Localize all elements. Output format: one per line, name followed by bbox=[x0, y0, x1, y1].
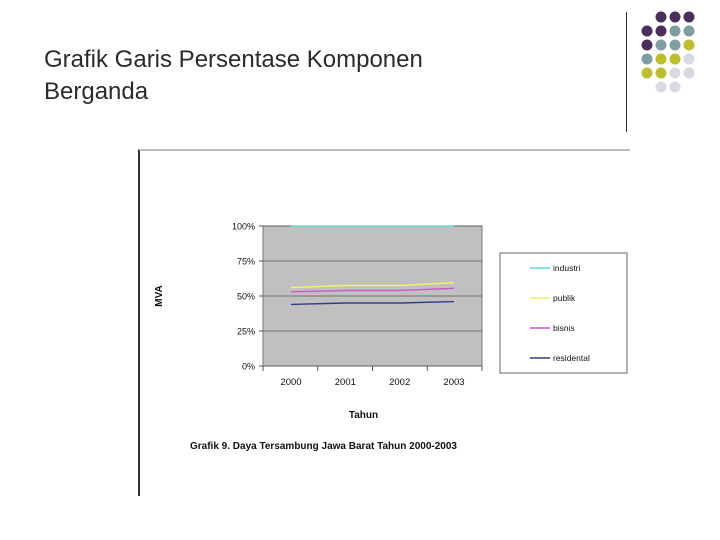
x-tick-label: 2002 bbox=[389, 377, 410, 388]
line-chart: 0% 25% 50% 75% 100% 2000 2001 2002 2003 MVA Tah… bbox=[154, 222, 628, 452]
decorative-dot bbox=[641, 25, 653, 37]
series-lines bbox=[290, 225, 455, 306]
legend-entries: industri publik bisnis residental bbox=[530, 263, 590, 363]
y-tick-label: 25% bbox=[237, 327, 255, 337]
legend-label: industri bbox=[553, 263, 581, 273]
decorative-dot bbox=[655, 81, 667, 93]
chart-caption: Grafik 9. Daya Tersambung Jawa Barat Tah… bbox=[190, 441, 457, 452]
decorative-dot-grid bbox=[641, 11, 695, 93]
decorative-dot bbox=[655, 67, 667, 79]
y-tick-label: 0% bbox=[242, 362, 255, 372]
legend-label: bisnis bbox=[553, 323, 575, 333]
decorative-dot bbox=[655, 11, 667, 23]
decorative-dot bbox=[683, 11, 695, 23]
decorative-dot bbox=[669, 11, 681, 23]
decorative-dot bbox=[669, 53, 681, 65]
gridlines bbox=[259, 225, 483, 371]
decorative-dot bbox=[641, 67, 653, 79]
y-axis-label: MVA bbox=[154, 285, 165, 306]
decorative-dot bbox=[655, 25, 667, 37]
chart-image-frame: 0% 25% 50% 75% 100% 2000 2001 2002 2003 MVA Tah… bbox=[138, 149, 630, 496]
slide-title-line-1: Grafik Garis Persentase Komponen bbox=[44, 46, 423, 73]
y-tick-labels: 0% 25% 50% 75% 100% bbox=[232, 222, 255, 372]
legend-label: residental bbox=[553, 353, 590, 363]
decorative-dot bbox=[641, 53, 653, 65]
decorative-dot bbox=[683, 67, 695, 79]
slide-title-line-2: Berganda bbox=[44, 78, 149, 105]
decorative-dot bbox=[669, 25, 681, 37]
series-line-residental bbox=[290, 300, 455, 306]
header-divider-line bbox=[626, 12, 627, 132]
x-tick-label: 2003 bbox=[443, 377, 464, 388]
series-line-publik bbox=[290, 282, 455, 289]
y-tick-label: 50% bbox=[237, 292, 255, 302]
slide-title: Grafik Garis Persentase Komponen Bergand… bbox=[44, 44, 604, 108]
x-axis-label: Tahun bbox=[349, 410, 378, 421]
decorative-dot bbox=[683, 25, 695, 37]
legend-label: publik bbox=[553, 293, 576, 303]
y-tick-label: 75% bbox=[237, 257, 255, 267]
decorative-dot bbox=[669, 39, 681, 51]
decorative-dot bbox=[683, 53, 695, 65]
decorative-dot bbox=[669, 81, 681, 93]
decorative-dot bbox=[683, 39, 695, 51]
series-line-bisnis bbox=[290, 287, 455, 293]
x-tick-label: 2001 bbox=[335, 377, 356, 388]
decorative-dot bbox=[655, 39, 667, 51]
decorative-dot bbox=[641, 39, 653, 51]
x-tick-labels: 2000 2001 2002 2003 bbox=[280, 377, 464, 388]
decorative-dot bbox=[669, 67, 681, 79]
legend bbox=[499, 252, 628, 374]
y-tick-label: 100% bbox=[232, 222, 255, 232]
decorative-dot bbox=[655, 53, 667, 65]
x-tick-label: 2000 bbox=[280, 377, 301, 388]
